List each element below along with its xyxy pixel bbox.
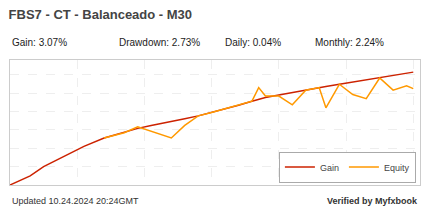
svg-text:Monthly: 2.24%: Monthly: 2.24% xyxy=(315,37,384,48)
svg-text:Verified by Myfxbook: Verified by Myfxbook xyxy=(327,196,418,206)
svg-text:Drawdown: 2.73%: Drawdown: 2.73% xyxy=(119,37,200,48)
svg-text:Daily: 0.04%: Daily: 0.04% xyxy=(225,37,281,48)
svg-text:Gain: 3.07%: Gain: 3.07% xyxy=(12,37,67,48)
svg-text:FBS7 - CT - Balanceado - M30: FBS7 - CT - Balanceado - M30 xyxy=(9,7,192,22)
svg-text:Equity: Equity xyxy=(384,163,410,173)
svg-text:Gain: Gain xyxy=(320,163,339,173)
svg-text:Updated 10.24.2024 20:24GMT: Updated 10.24.2024 20:24GMT xyxy=(12,196,139,206)
